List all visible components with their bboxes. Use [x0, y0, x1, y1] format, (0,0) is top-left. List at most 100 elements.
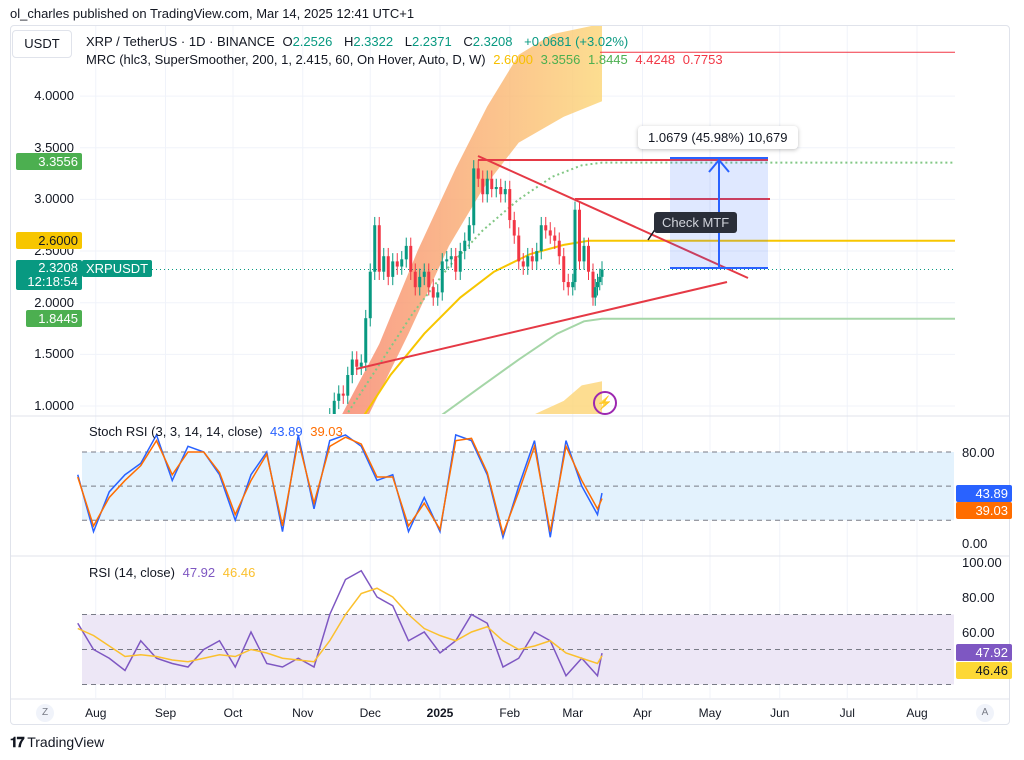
candle	[454, 256, 458, 272]
candle	[587, 245, 590, 272]
candle	[332, 400, 336, 414]
up-trendline[interactable]	[355, 281, 728, 370]
rsi-legend[interactable]: RSI (14, close) 47.92 46.46	[89, 565, 259, 580]
mrc-lower-cloud	[535, 381, 602, 414]
candle	[467, 225, 471, 241]
candle	[463, 240, 467, 252]
time-tick: Aug	[906, 706, 928, 720]
lower-band-badge: 1.8445	[26, 310, 82, 327]
down-trendline[interactable]	[477, 155, 749, 279]
candle	[499, 187, 503, 195]
lightning-icon[interactable]: ⚡	[593, 391, 617, 415]
candle	[548, 230, 552, 236]
candle	[600, 269, 604, 277]
time-tick: 2025	[426, 706, 454, 720]
candle	[578, 209, 581, 262]
price-tick: 1.5000	[34, 346, 74, 362]
stoch-axis-0: 0.00	[962, 536, 988, 551]
symbol-name: XRP / TetherUS · 1D · BINANCE	[86, 34, 275, 49]
rsi-ma-badge: 46.46	[956, 662, 1012, 679]
publisher-line: ol_charles published on TradingView.com,…	[10, 6, 415, 21]
candle	[526, 256, 530, 267]
time-tick: Feb	[499, 706, 521, 720]
symbol-legend[interactable]: XRP / TetherUS · 1D · BINANCE O2.2526 H2…	[86, 34, 632, 49]
stoch-d-value: 39.03	[310, 424, 343, 439]
price-tick: 4.0000	[34, 88, 74, 104]
mrc-lower-band	[441, 317, 955, 414]
candle	[530, 256, 534, 262]
candle	[571, 282, 575, 288]
last-price: 2.3208	[38, 260, 78, 275]
candle	[413, 271, 417, 288]
candle	[400, 259, 404, 267]
series-d	[77, 436, 603, 537]
series-ma	[77, 587, 603, 665]
candle	[517, 235, 521, 262]
rsi-axis-60: 60.00	[962, 625, 995, 640]
candle	[539, 225, 543, 252]
stoch-d-badge: 39.03	[956, 502, 1012, 519]
candle	[535, 251, 539, 262]
stoch-k-value: 43.89	[270, 424, 303, 439]
time-tick: Oct	[223, 706, 243, 720]
candle	[328, 416, 331, 421]
close-label: C	[463, 34, 473, 49]
candle	[481, 178, 485, 195]
candle	[472, 168, 476, 226]
upper-band-badge: 3.3556	[16, 153, 82, 170]
rsi-axis-100: 100.00	[962, 555, 1002, 570]
candle	[427, 271, 431, 288]
time-tick: Sep	[154, 706, 177, 720]
candle	[458, 251, 462, 272]
mrc-upper-band	[345, 161, 955, 414]
low-label: L	[404, 34, 412, 49]
candle	[346, 375, 350, 396]
zoom-reset-button[interactable]: Z	[36, 704, 54, 722]
stoch-k-badge: 43.89	[956, 485, 1012, 502]
time-tick: Nov	[292, 706, 314, 720]
candle	[573, 209, 577, 283]
candle	[404, 245, 408, 260]
auto-scale-button[interactable]: A	[976, 704, 994, 722]
tradingview-logo[interactable]: 𝟏𝟕 TradingView	[10, 734, 104, 751]
high-label: H	[343, 34, 354, 49]
stoch-label: Stoch RSI (3, 3, 14, 14, close)	[89, 424, 263, 439]
price-tick: 2.0000	[34, 294, 74, 310]
candle	[377, 225, 381, 272]
time-tick: Jul	[839, 706, 855, 720]
rsi-ma-value: 46.46	[222, 565, 256, 580]
countdown: 12:18:54	[27, 274, 78, 289]
stoch-legend[interactable]: Stoch RSI (3, 3, 14, 14, close) 43.89 39…	[89, 424, 347, 439]
candle	[596, 282, 599, 288]
rsi-value: 47.92	[182, 565, 216, 580]
mrc-v5: 0.7753	[682, 52, 723, 67]
mean-badge: 2.6000	[16, 232, 82, 249]
mrc-v4: 4.4248	[635, 52, 676, 67]
candle	[431, 287, 435, 298]
rsi-label: RSI (14, close)	[89, 565, 175, 580]
candle	[395, 261, 399, 267]
candle	[593, 287, 597, 298]
rsi-axis-80: 80.00	[962, 590, 995, 605]
time-tick: May	[698, 706, 722, 720]
price-tick: 3.0000	[34, 191, 74, 207]
candle	[521, 261, 525, 267]
time-tick: Apr	[633, 706, 652, 720]
candle	[490, 178, 494, 190]
measure-arrowhead-icon	[708, 158, 730, 173]
tv-logo-icon: 𝟏𝟕	[10, 734, 25, 750]
candle	[359, 362, 363, 367]
close-value: 2.3208	[472, 34, 513, 49]
candle	[476, 168, 480, 179]
candle	[391, 261, 395, 277]
mrc-legend[interactable]: MRC (hlc3, SuperSmoother, 200, 1, 2.415,…	[86, 52, 727, 67]
candle	[591, 271, 595, 298]
mrc-v2: 3.3556	[540, 52, 581, 67]
change-value: +0.0681 (+3.02%)	[524, 34, 629, 49]
currency-selector[interactable]: USDT	[12, 30, 72, 58]
last-price-badge: 2.3208 12:18:54	[16, 260, 82, 290]
high-value: 2.3322	[353, 34, 394, 49]
chart-frame	[10, 25, 1010, 725]
note-callout[interactable]: Check MTF	[654, 212, 738, 233]
